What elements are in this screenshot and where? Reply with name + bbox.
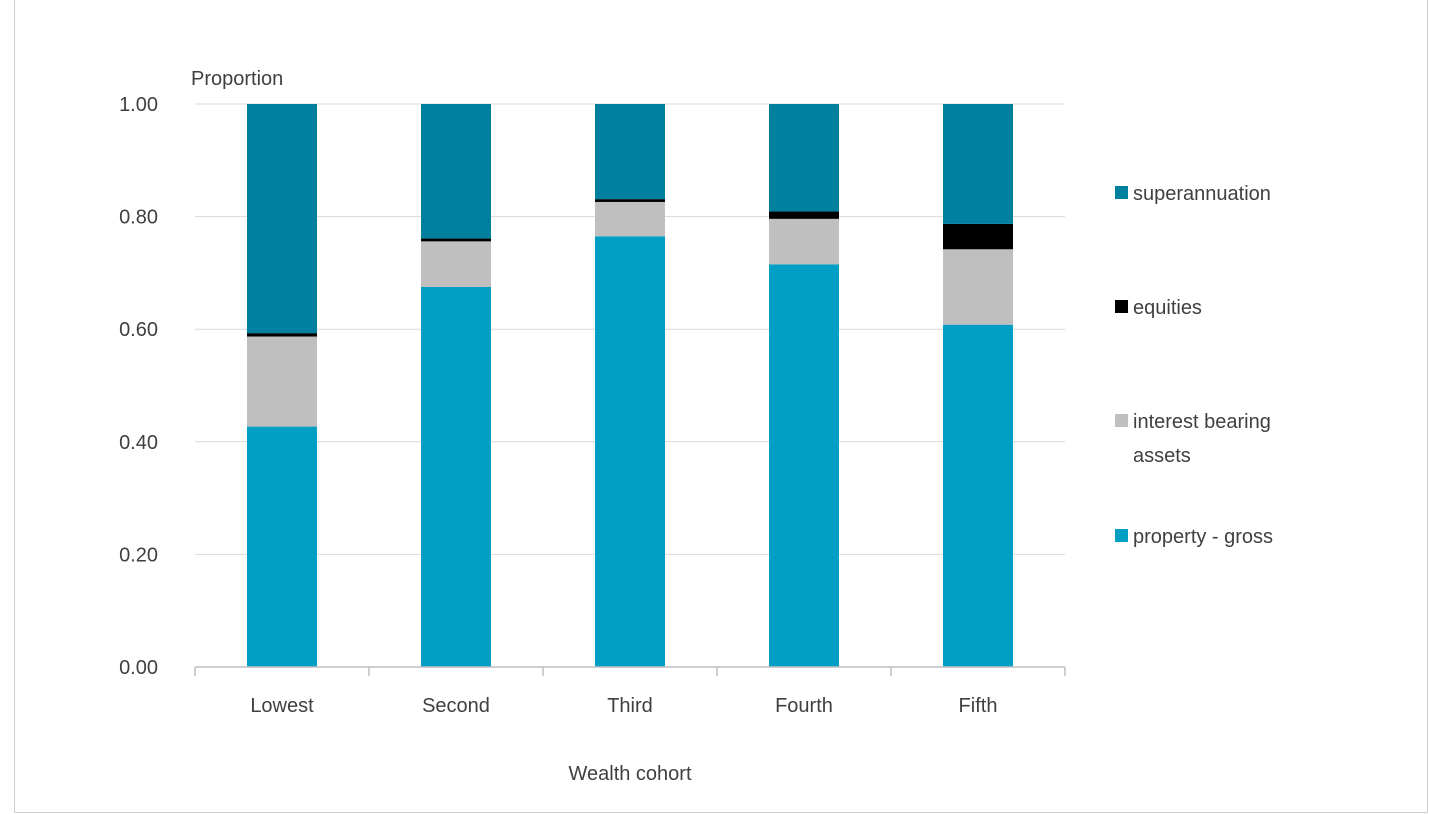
legend-item: interest bearing assets [1115, 411, 1271, 467]
bar-segment-property-gross [769, 264, 839, 667]
legend-label: property - gross [1133, 526, 1273, 548]
y-tick-label: 1.00 [119, 94, 158, 116]
bars [247, 104, 1013, 667]
legend-label: superannuation [1133, 183, 1271, 205]
legend-item: property - gross [1115, 526, 1273, 548]
bar-segment-interest-bearing-assets [421, 241, 491, 287]
bar-segment-interest-bearing-assets [943, 249, 1013, 325]
bar-segment-property-gross [943, 324, 1013, 667]
legend-item: superannuation [1115, 183, 1271, 205]
bar-segment-equities [595, 199, 665, 202]
bar-segment-equities [769, 211, 839, 219]
bar-segment-interest-bearing-assets [769, 218, 839, 265]
axes: 0.00 0.20 0.40 0.60 0.80 1.00 Lowest Second Thir… [119, 94, 1066, 717]
bar-segment-superannuation [421, 104, 491, 239]
bar-segment-equities [421, 238, 491, 242]
legend-label: equities [1133, 297, 1202, 319]
y-tick-label: 0.60 [119, 319, 158, 341]
bar-segment-superannuation [943, 104, 1013, 224]
legend-label: interest bearing [1133, 411, 1271, 433]
bar-segment-superannuation [769, 104, 839, 212]
bar-segment-property-gross [247, 426, 317, 667]
legend: superannuation equities interest bearing as… [1115, 183, 1273, 548]
bar-segment-property-gross [595, 236, 665, 667]
x-tick-label: Lowest [250, 695, 314, 717]
x-tick-label: Third [607, 695, 653, 717]
legend-swatch [1115, 529, 1128, 542]
y-tick-label: 0.80 [119, 207, 158, 229]
bar-segment-property-gross [421, 286, 491, 667]
x-tick-label: Fifth [959, 695, 998, 717]
x-tick-label: Second [422, 695, 490, 717]
y-axis-title: Proportion [191, 68, 283, 90]
y-tick-label: 0.20 [119, 544, 158, 566]
legend-label: assets [1133, 445, 1191, 467]
y-tick-label: 0.40 [119, 432, 158, 454]
x-tick-label: Fourth [775, 695, 833, 717]
bar-segment-superannuation [247, 104, 317, 334]
y-tick-label: 0.00 [119, 657, 158, 679]
bar-segment-interest-bearing-assets [595, 201, 665, 237]
bar-segment-superannuation [595, 104, 665, 200]
bar-segment-equities [943, 223, 1013, 250]
bar-segment-interest-bearing-assets [247, 336, 317, 427]
x-axis-title: Wealth cohort [568, 763, 691, 785]
legend-swatch [1115, 186, 1128, 199]
legend-swatch [1115, 300, 1128, 313]
bar-segment-equities [247, 333, 317, 337]
chart-frame [14, 0, 1428, 813]
legend-swatch [1115, 414, 1128, 427]
legend-item: equities [1115, 297, 1202, 319]
